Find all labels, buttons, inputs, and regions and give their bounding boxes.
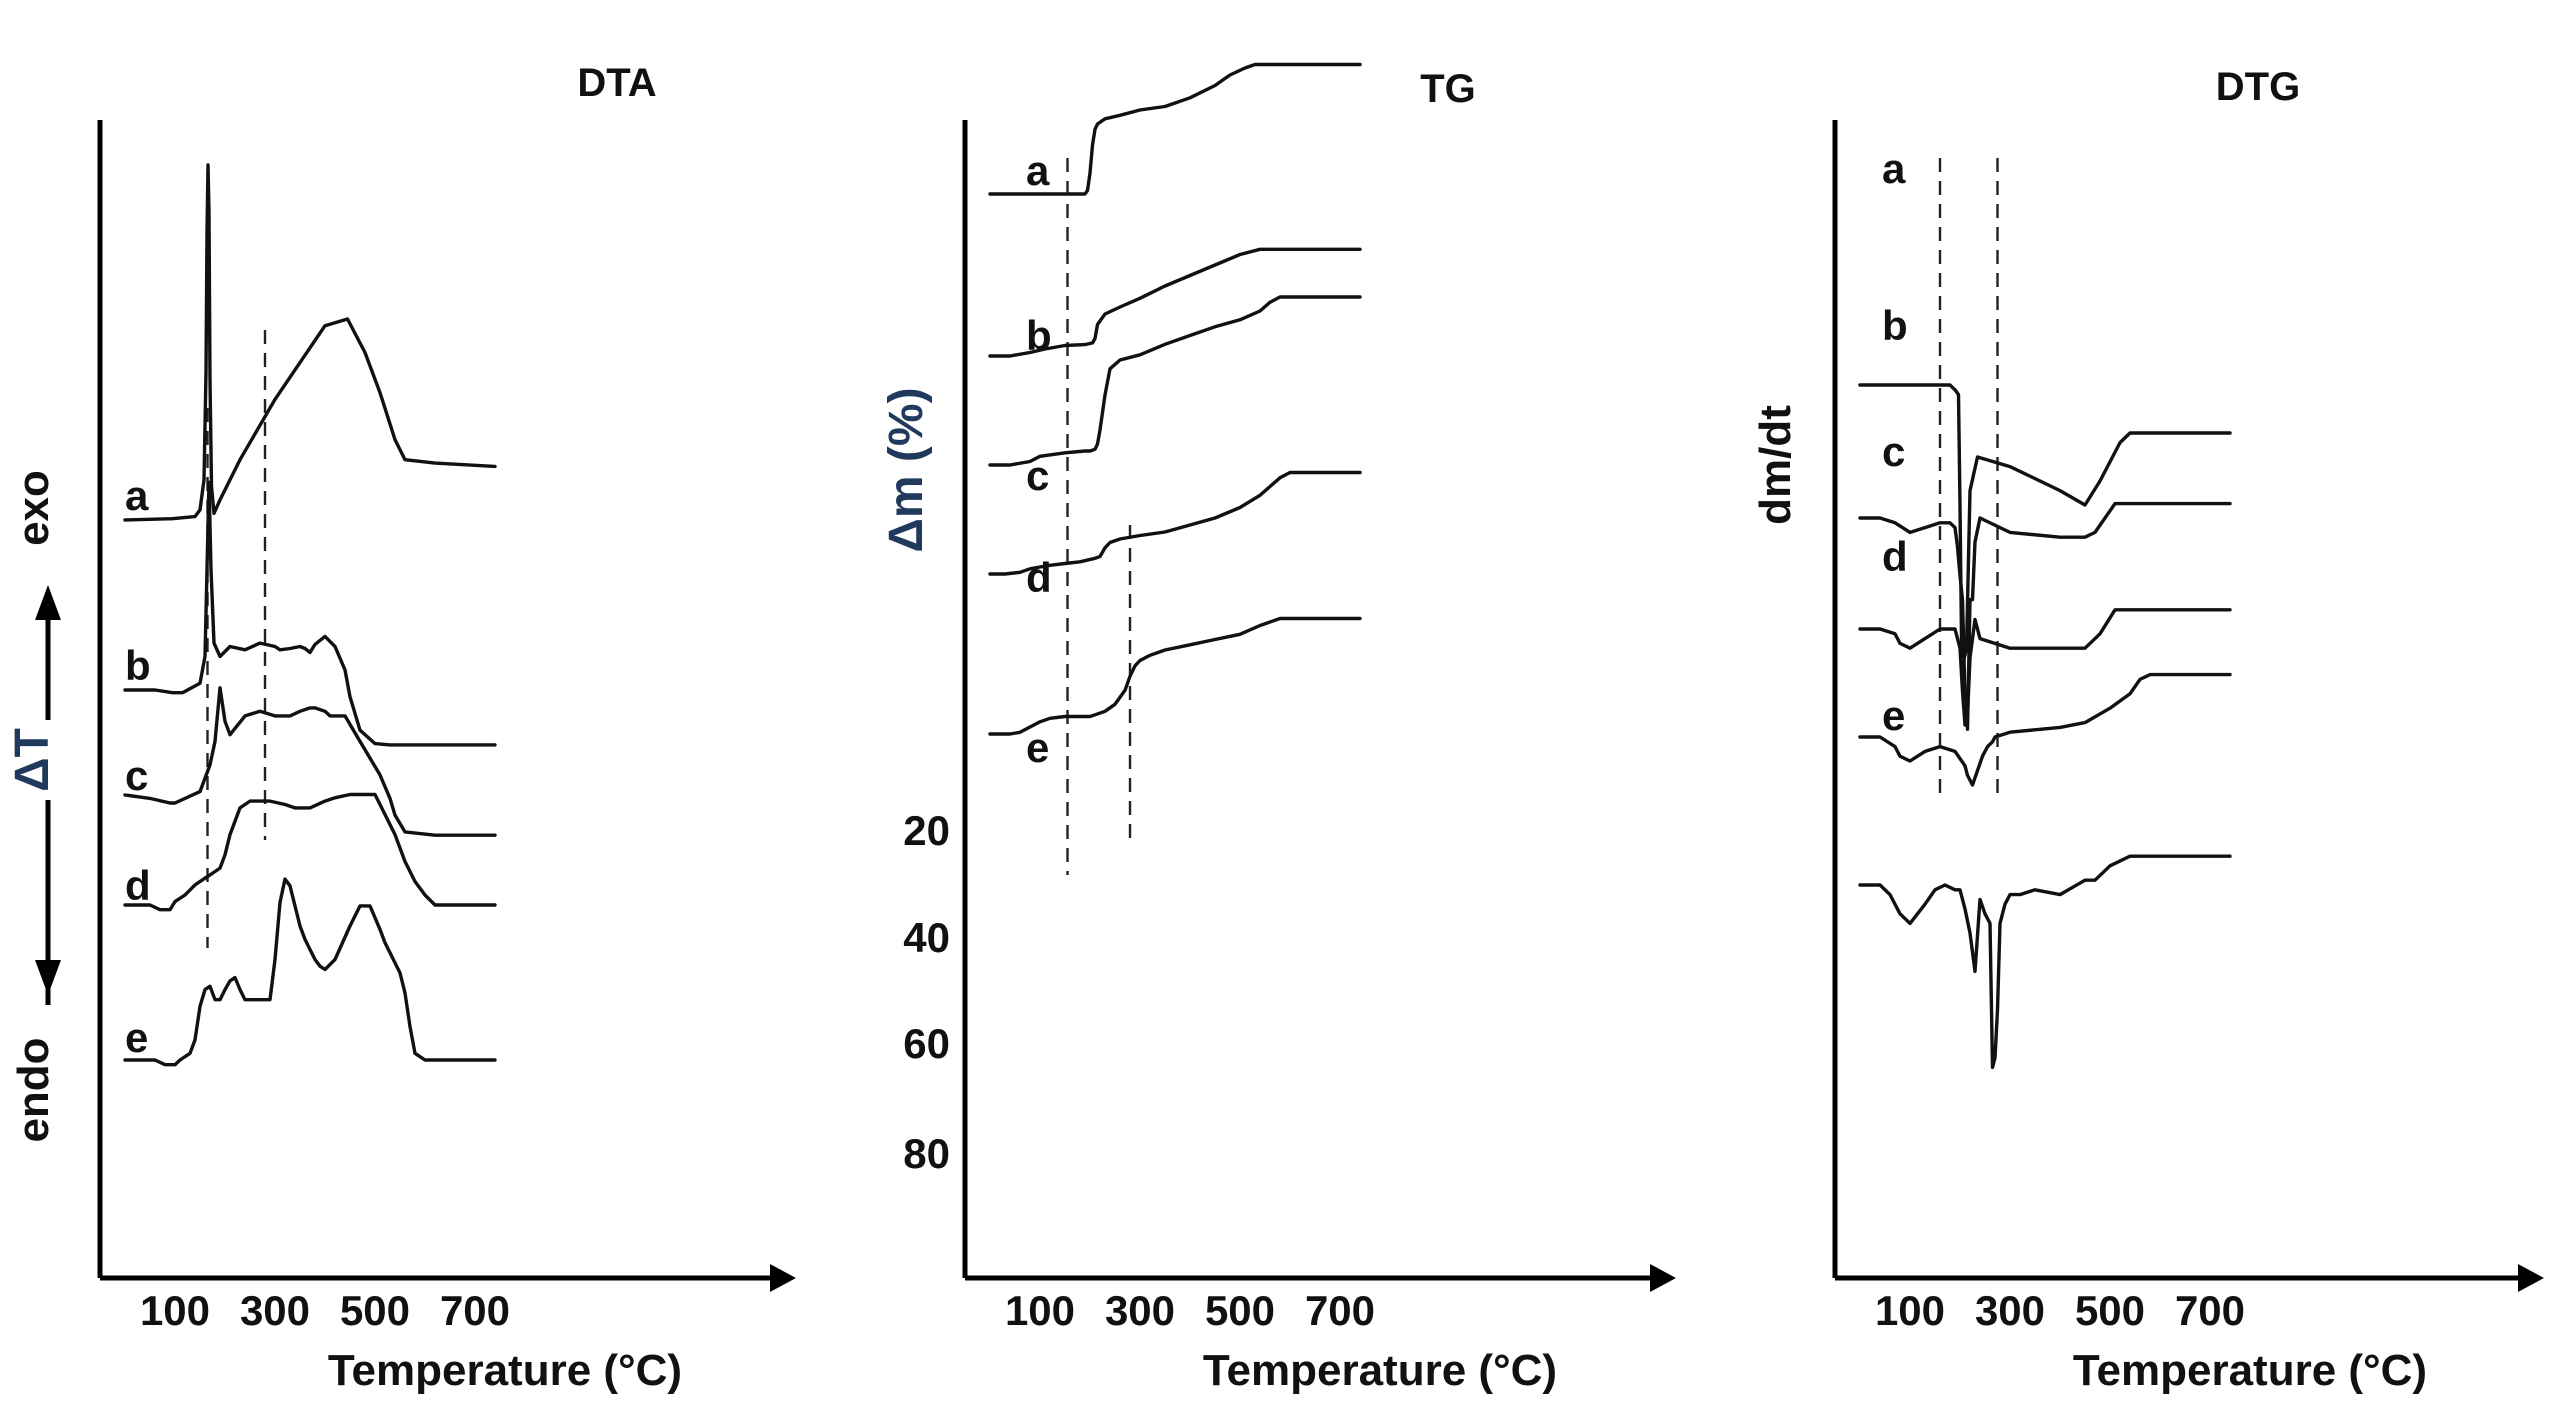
dta-curve-label-b: b [125,642,151,689]
tg-curve-label-b: b [1026,312,1052,359]
dta-reference-lines [206,330,267,948]
tg-curve-labels: a b c d e [1026,147,1052,771]
dtg-x-label: Temperature (°C) [2073,1346,2427,1395]
dta-x-ticks: 100 300 500 700 [140,1287,510,1334]
tg-curve-e [988,616,1362,736]
tg-panel: TG Temperature (°C) Δm (%) 100 300 500 700 … [880,62,1676,1395]
dtg-curve-label-e: e [1882,692,1905,739]
dtg-x-tick-label: 500 [2075,1287,2145,1334]
dta-curve-c [123,686,497,837]
dta-curve-label-a: a [125,472,149,519]
dtg-title: DTG [2216,65,2300,109]
dta-curve-a [123,163,497,522]
dta-curve-label-c: c [125,752,148,799]
tg-x-tick-label: 300 [1105,1287,1175,1334]
dta-x-tick-label: 100 [140,1287,210,1334]
dta-x-tick-label: 300 [240,1287,310,1334]
dtg-curve-label-c: c [1882,428,1905,475]
dta-curve-e [123,877,497,1067]
dta-x-label: Temperature (°C) [328,1346,682,1395]
tg-y-tick-label: 20 [903,807,950,854]
dtg-curve-label-b: b [1882,302,1908,349]
tg-x-label: Temperature (°C) [1203,1346,1557,1395]
dta-curve-d [123,792,497,912]
tg-y-tick-label: 80 [903,1130,950,1177]
tg-x-tick-label: 700 [1305,1287,1375,1334]
tg-curve-a [988,62,1362,196]
tg-x-tick-label: 500 [1205,1287,1275,1334]
dta-x-axis-arrowhead [770,1264,796,1292]
tg-curve-label-d: d [1026,554,1052,601]
dtg-curves [1858,383,2232,1070]
dtg-x-tick-label: 100 [1875,1287,1945,1334]
tg-title: TG [1420,67,1476,111]
tg-x-axis-arrowhead [1650,1264,1676,1292]
tg-x-ticks: 100 300 500 700 [1005,1287,1375,1334]
dtg-curve-label-d: d [1882,533,1908,580]
dtg-curve-c [1858,608,2232,727]
dta-title: DTA [577,61,656,105]
dta-y-indicator: endo ΔT exo [6,470,61,1143]
dta-y-delta-t-label: ΔT [6,728,59,792]
dtg-panel: DTG Temperature (°C) dm/dt 100 300 500 700 … [1751,65,2544,1395]
dta-curve-label-e: e [125,1014,148,1061]
tg-curve-label-c: c [1026,452,1049,499]
dta-panel: DTA Temperature (°C) 100 300 500 700 abcde … [6,61,796,1395]
dta-curve-b [123,480,497,747]
dta-y-down-arrow-icon [35,960,61,995]
tg-curve-label-e: e [1026,724,1049,771]
dtg-curve-e [1858,854,2232,1070]
dtg-curve-b [1858,501,2232,731]
dta-y-exo-label: exo [9,470,58,546]
tg-y-ticks: 20 40 60 80 [903,807,950,1177]
dta-y-up-arrow-icon [35,585,61,620]
dta-x-tick-label: 500 [340,1287,410,1334]
tg-reference-lines [1066,158,1132,875]
tg-curve-label-a: a [1026,147,1050,194]
dtg-x-ticks: 100 300 500 700 [1875,1287,2245,1334]
tg-y-tick-label: 60 [903,1020,950,1067]
dtg-x-axis-arrowhead [2518,1264,2544,1292]
tg-curve-c [988,295,1362,467]
dtg-x-tick-label: 300 [1975,1287,2045,1334]
tg-y-label: Δm (%) [880,387,933,552]
dtg-curve-label-a: a [1882,145,1906,192]
tg-curve-d [988,470,1362,576]
dtg-curve-a [1858,383,2232,661]
dtg-y-label: dm/dt [1751,405,1800,525]
dtg-x-tick-label: 700 [2175,1287,2245,1334]
dta-x-tick-label: 700 [440,1287,510,1334]
tg-curves [988,62,1362,736]
dta-curves [123,163,497,1067]
dta-y-endo-label: endo [9,1037,58,1142]
tg-y-tick-label: 40 [903,914,950,961]
dta-curve-label-d: d [125,862,151,909]
dtg-curve-d [1858,672,2232,787]
tg-x-tick-label: 100 [1005,1287,1075,1334]
dtg-curve-labels: a b c d e [1882,145,1908,739]
dtg-reference-lines [1938,158,1999,795]
dta-curve-labels: a b c d e [125,472,151,1061]
tg-curve-b [988,247,1362,358]
